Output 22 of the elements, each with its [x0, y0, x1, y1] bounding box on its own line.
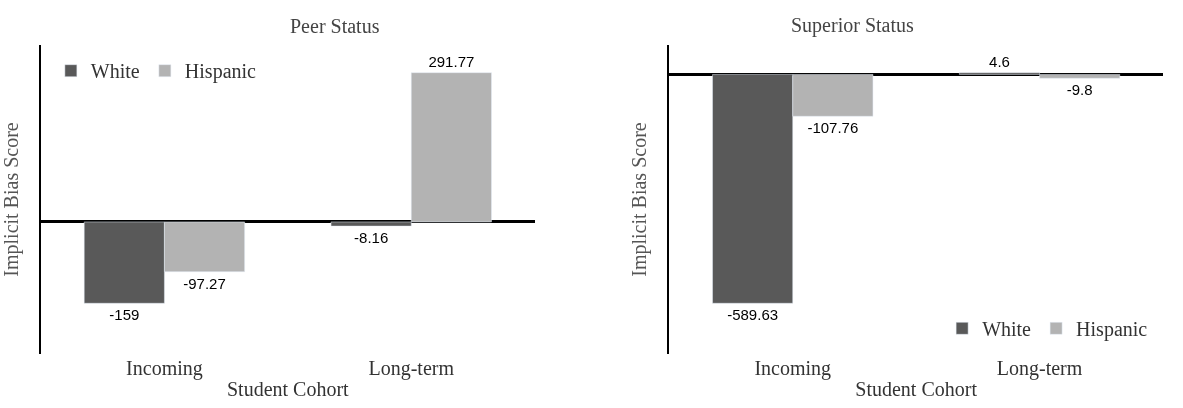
data-label: -9.8: [1066, 81, 1093, 99]
data-label: -159: [109, 306, 140, 324]
x-tick-label: Long-term: [996, 357, 1083, 380]
x-tick-label: Incoming: [126, 357, 203, 380]
data-label: -8.16: [354, 229, 389, 247]
data-label: 291.77: [428, 52, 475, 70]
x-axis-title: Student Cohort: [855, 377, 978, 400]
y-axis-title: Implicit Bias Score: [0, 122, 23, 277]
chart-title: Superior Status: [791, 14, 914, 37]
data-label: -589.63: [727, 306, 779, 324]
data-label: -107.76: [807, 119, 859, 137]
x-tick-label: Long-term: [368, 357, 455, 380]
y-axis-title: Implicit Bias Score: [628, 122, 652, 277]
x-tick-label: Incoming: [754, 357, 832, 380]
legend-label: Hispanic: [1076, 318, 1148, 342]
legend-label: White: [90, 60, 140, 83]
legend-label: White: [982, 318, 1032, 341]
data-label: -97.27: [183, 274, 226, 292]
chart-title: Peer Status: [290, 15, 380, 37]
data-label: 4.6: [989, 52, 1010, 70]
legend-label: Hispanic: [184, 60, 257, 84]
x-axis-title: Student Cohort: [227, 377, 350, 400]
